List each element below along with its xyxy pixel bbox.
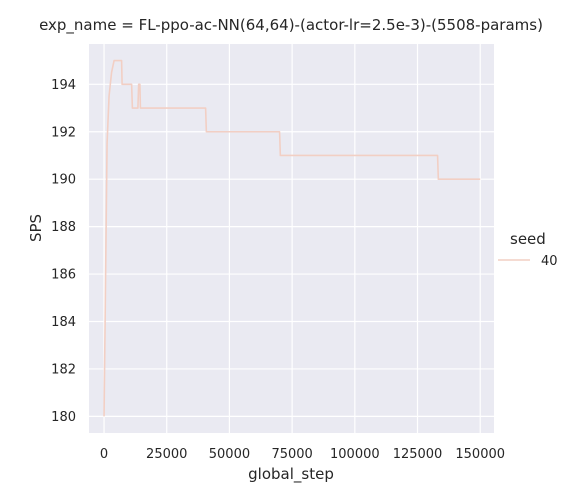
series-layer [103, 59, 481, 417]
y-axis-ticks: 180 182 184 186 188 190 192 194 [51, 78, 76, 425]
x-tick-label: 100000 [330, 447, 380, 462]
y-tick-label: 186 [51, 268, 76, 283]
plot-area [89, 44, 494, 433]
y-tick-label: 184 [51, 315, 76, 330]
x-tick-label: 125000 [393, 447, 443, 462]
x-axis-ticks: 0 25000 50000 75000 100000 125000 150000 [100, 447, 505, 462]
y-tick-label: 180 [51, 410, 76, 425]
y-tick-label: 182 [51, 362, 76, 377]
x-axis-label: global_step [248, 465, 334, 484]
y-tick-label: 190 [51, 173, 76, 188]
series-line [103, 59, 481, 417]
chart-title: exp_name = FL-ppo-ac-NN(64,64)-(actor-lr… [39, 16, 543, 35]
legend-title: seed [510, 230, 546, 248]
y-tick-label: 192 [51, 125, 76, 140]
grid [89, 44, 494, 433]
x-tick-label: 150000 [455, 447, 505, 462]
legend: seed 40 [498, 230, 558, 269]
y-tick-label: 194 [51, 78, 76, 93]
x-tick-label: 75000 [271, 447, 312, 462]
x-tick-label: 0 [100, 447, 108, 462]
x-tick-label: 25000 [146, 447, 187, 462]
y-axis-label: SPS [27, 214, 45, 242]
x-tick-label: 50000 [209, 447, 250, 462]
y-tick-label: 188 [51, 220, 76, 235]
legend-label: 40 [541, 254, 558, 269]
